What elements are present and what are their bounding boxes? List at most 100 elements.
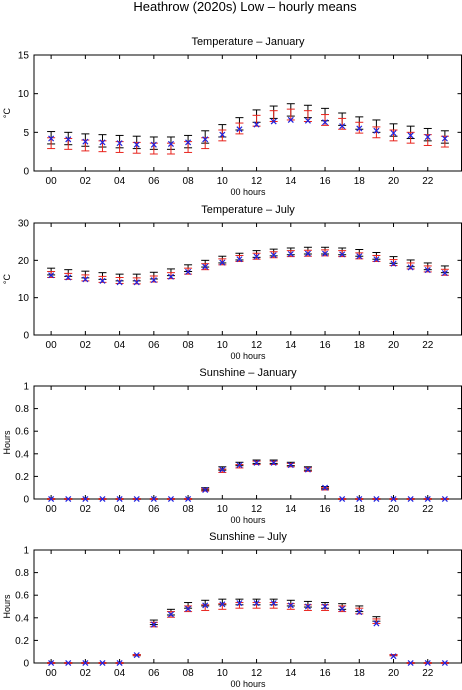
y-tick-label: 0.2 [15,472,29,483]
x-marker-stroke [236,600,243,607]
x-marker-stroke [304,117,311,124]
x-marker-point [116,495,123,503]
errorbar-point [64,138,73,150]
x-marker-stroke [424,133,431,140]
x-marker-point [304,250,311,257]
x-marker-point [133,495,140,503]
x-tick-label: 12 [251,504,263,515]
x-marker-point [390,260,397,267]
x-marker-stroke [167,611,174,618]
series-1 [47,249,449,285]
x-marker-point [219,601,226,608]
plot-frame [33,222,462,336]
x-marker-stroke [390,653,397,660]
x-marker-point [407,264,414,271]
x-tick-label: 18 [354,668,366,679]
x-marker-stroke [236,126,243,133]
series-1 [47,602,449,664]
x-tick-label: 06 [148,504,160,515]
x-marker-stroke [116,495,123,503]
x-marker-stroke [82,276,89,283]
x-marker-point [65,659,72,667]
x-marker-stroke [253,253,260,260]
x-marker-point [270,600,277,607]
x-tick-label: 00 [46,340,58,351]
x-marker-stroke [219,259,226,266]
x-marker-stroke [185,495,192,503]
x-marker-stroke [390,495,397,503]
x-tick-label: 06 [148,668,160,679]
x-marker-point [150,141,157,148]
x-tick-label: 22 [422,504,434,515]
errorbar-point [269,110,278,123]
x-tick-label: 10 [217,340,229,351]
x-marker-point [373,256,380,263]
y-tick-label: 0 [23,331,29,342]
x-marker-stroke [270,459,277,466]
x-marker-stroke [287,462,294,469]
errorbar-point [372,126,381,139]
x-marker-point [322,484,329,491]
x-marker-stroke [390,130,397,137]
x-marker-stroke [185,605,192,612]
x-marker-point [441,270,448,277]
errorbar-point [303,110,312,123]
x-tick-label: 04 [114,668,126,679]
panel-title: Temperature – July [201,204,295,216]
x-marker-point [219,131,226,138]
x-marker-point [99,495,106,503]
x-marker-point [99,139,106,146]
x-marker-stroke [356,495,363,503]
x-tick-label: 18 [354,176,366,187]
x-marker-point [202,602,209,609]
x-marker-stroke [219,131,226,138]
x-marker-stroke [287,250,294,258]
x-marker-stroke [356,609,363,616]
x-marker-point [322,119,329,126]
x-marker-stroke [150,141,157,148]
x-tick-label: 00 [46,504,58,515]
x-marker-point [270,252,277,259]
x-marker-point [339,605,346,612]
x-marker-point [287,250,294,258]
y-tick-label: 1 [23,382,29,393]
x-marker-stroke [185,268,192,275]
x-marker-point [48,659,55,667]
errorbar-point [389,259,398,267]
x-marker-stroke [202,602,209,609]
y-axis-label: °C [2,107,12,118]
x-marker-point [82,495,89,503]
x-marker-stroke [116,140,123,147]
x-marker-point [219,259,226,266]
x-tick-label: 02 [80,176,92,187]
x-tick-label: 16 [319,668,331,679]
x-marker-point [133,141,140,148]
x-marker-stroke [339,251,346,258]
panel-sunshine-july: Sunshine – July 0 0.2 0.4 0.6 0.8 1 00 02 04 06 08 1… [2,531,462,689]
x-tick-label: 18 [354,504,366,515]
errorbar-point [338,117,347,130]
series-0 [47,598,449,664]
plot-frame [33,54,462,172]
figure-title: Heathrow (2020s) Low – hourly means [133,0,357,14]
x-marker-point [167,611,174,618]
x-marker-stroke [441,659,448,667]
x-tick-label: 06 [148,340,160,351]
x-marker-stroke [167,273,174,280]
x-marker-stroke [116,659,123,667]
x-marker-stroke [424,659,431,667]
series-2 [48,116,448,148]
x-marker-stroke [407,264,414,271]
x-marker-stroke [167,495,174,503]
x-marker-stroke [356,253,363,260]
x-marker-stroke [373,495,380,503]
plot-frame [33,385,462,500]
x-marker-point [390,495,397,503]
x-tick-label: 00 [46,668,58,679]
x-marker-point [48,272,55,279]
y-tick-label: 1 [23,546,29,557]
x-marker-point [253,600,260,607]
x-tick-label: 20 [388,176,400,187]
x-marker-point [373,620,380,627]
